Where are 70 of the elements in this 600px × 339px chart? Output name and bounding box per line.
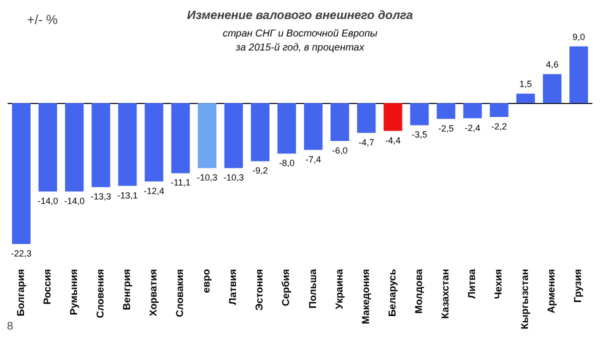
data-label: -6,0 [332, 146, 348, 156]
x-tick-label: Россия [42, 268, 54, 305]
bar [144, 103, 164, 182]
data-label: -13,1 [117, 190, 138, 200]
data-label: -10,3 [196, 172, 218, 183]
bar [250, 103, 270, 162]
x-tick-label: Кыргызстан [520, 269, 532, 330]
x-tick-label: Латвия [228, 268, 240, 305]
bar [277, 103, 296, 154]
bar [357, 103, 376, 133]
data-label: -3,5 [412, 130, 428, 140]
bar [198, 103, 216, 168]
x-tick-label: Сербия [281, 268, 292, 306]
bar [12, 103, 31, 244]
data-label: -11,1 [170, 178, 190, 188]
data-label: -12,4 [144, 186, 164, 196]
x-tick-label: Литва [467, 268, 478, 299]
bar [436, 103, 456, 119]
data-label: -2,5 [438, 123, 454, 134]
bar [224, 103, 243, 168]
bar [38, 103, 58, 192]
x-tick-label: Венгрия [122, 268, 133, 310]
data-label: -14,0 [64, 196, 85, 206]
x-tick-label: Словения [95, 268, 106, 318]
data-label: -9,2 [252, 166, 268, 176]
bar [330, 103, 350, 142]
data-label: 9,0 [572, 32, 585, 42]
bar [304, 103, 323, 150]
x-tick-label: Хорватия [148, 268, 160, 316]
data-label: -14,0 [38, 196, 58, 206]
x-tick-label: Молдова [414, 268, 425, 314]
x-tick-label: Казахстан [440, 269, 452, 319]
x-tick-label: Эстония [254, 268, 266, 311]
x-tick-label: Румыния [68, 268, 80, 316]
x-tick-label: Польша [308, 268, 319, 308]
x-tick-label: евро [202, 269, 213, 293]
data-label: -22,3 [11, 248, 32, 258]
bar [65, 103, 84, 192]
chart-title: Изменение валового внешнего долга [187, 8, 414, 22]
data-label: -2,2 [491, 122, 507, 132]
data-label: 1,5 [519, 79, 532, 90]
x-tick-label: Беларусь [387, 269, 398, 317]
bar [516, 94, 535, 104]
x-tick-label: Грузия [573, 268, 584, 303]
x-tick-label: Армения [546, 268, 558, 314]
data-label: 4,6 [546, 60, 558, 70]
bar [569, 46, 588, 104]
text: 8 [7, 320, 14, 332]
chart-subtitle: стран СНГ и Восточной Европы за 2015-й год, в процентах [222, 28, 378, 54]
bar [542, 74, 562, 104]
bar [171, 103, 190, 174]
bar [92, 103, 110, 188]
data-label: -7,4 [306, 154, 322, 164]
x-tick-label: Болгария [16, 268, 27, 316]
data-label: -2,4 [464, 122, 480, 133]
bar [118, 103, 137, 186]
x-tick-label: Украина [334, 268, 346, 310]
y-axis-title: +/- % [27, 12, 58, 27]
data-label: -13,3 [90, 192, 112, 202]
data-label: -4,7 [358, 137, 374, 148]
data-label: -10,3 [223, 172, 244, 183]
x-tick-label: Словакия [175, 268, 186, 318]
bar [490, 103, 508, 118]
data-label: -4,4 [385, 135, 401, 146]
bar [410, 103, 429, 126]
bar [463, 103, 482, 118]
x-tick-label: Македония [360, 268, 372, 324]
data-label: -8,0 [278, 158, 294, 168]
bar [384, 103, 402, 131]
x-tick-label: Чехия [494, 268, 505, 299]
